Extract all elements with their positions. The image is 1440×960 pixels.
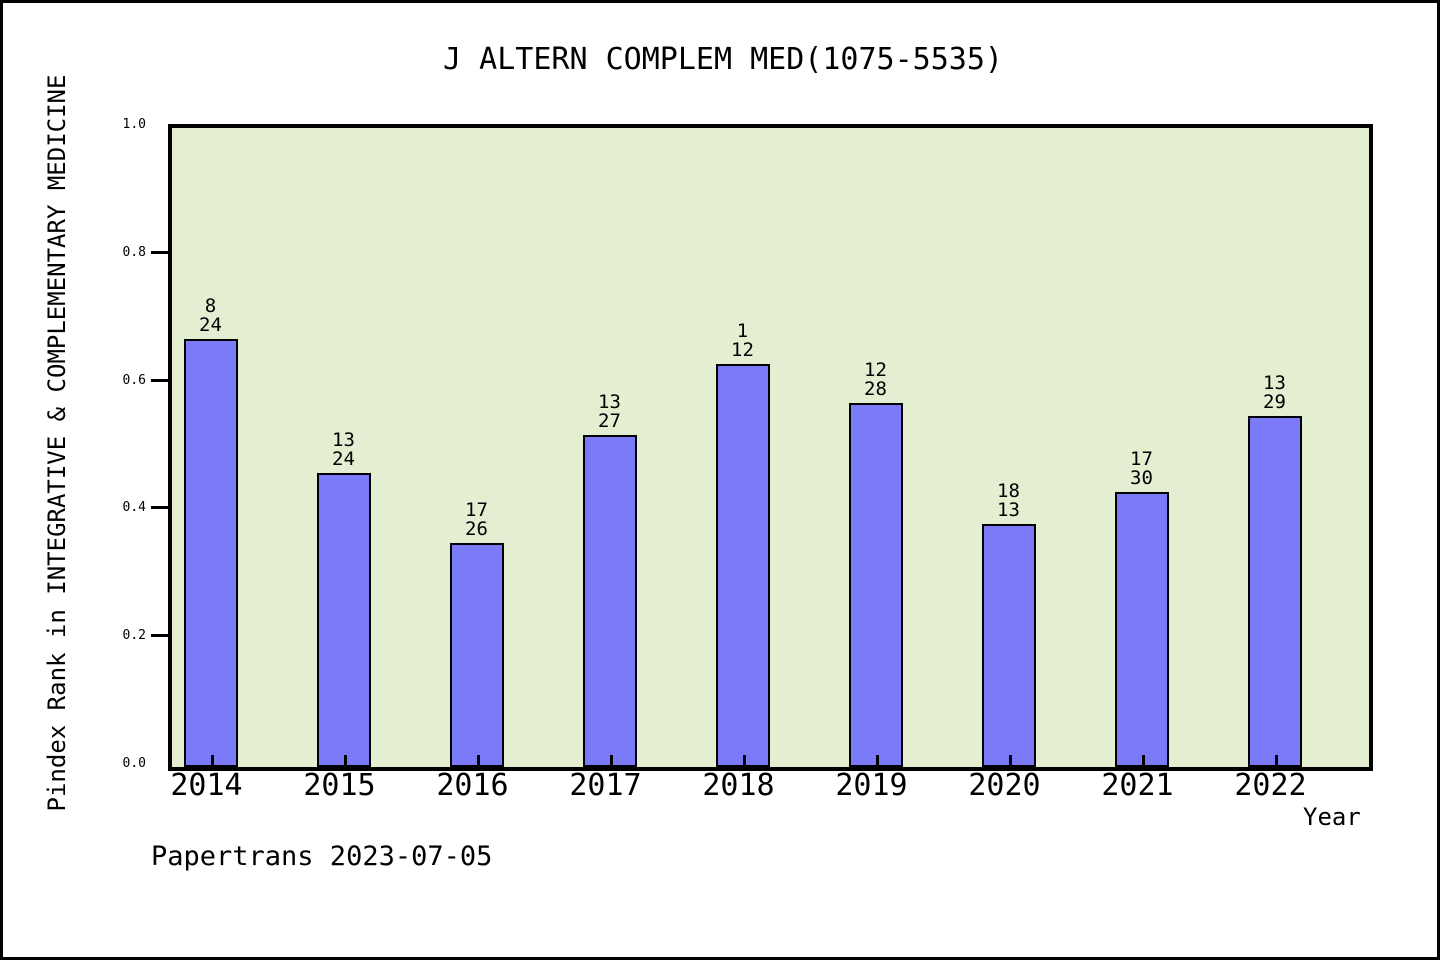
bar-label-denominator: 27 bbox=[598, 409, 621, 432]
page-title: J ALTERN COMPLEM MED(1075-5535) bbox=[443, 42, 1003, 77]
bar-label-denominator: 29 bbox=[1263, 390, 1286, 413]
x-axis-tick-label: 2016 bbox=[436, 768, 509, 803]
x-axis-tick-mark bbox=[1009, 755, 1012, 767]
x-axis-tick-label: 2021 bbox=[1101, 768, 1174, 803]
bar-label-denominator: 24 bbox=[332, 448, 355, 471]
bar-label-numerator: 17 bbox=[465, 499, 488, 522]
x-axis-tick-label: 2014 bbox=[170, 768, 243, 803]
y-axis-tick-mark bbox=[151, 378, 168, 382]
bar[interactable] bbox=[715, 364, 770, 767]
bar-label-denominator: 26 bbox=[465, 518, 488, 541]
bar-value-label: 17 26 bbox=[422, 501, 532, 539]
bar-value-label: 13 27 bbox=[555, 390, 665, 432]
bar[interactable] bbox=[1247, 415, 1302, 767]
bar[interactable] bbox=[981, 524, 1036, 767]
bar-label-numerator: 13 bbox=[1263, 371, 1286, 394]
x-axis-tick-mark bbox=[1275, 755, 1278, 767]
bar-value-label: 12 28 bbox=[821, 358, 931, 400]
bar[interactable] bbox=[1114, 492, 1169, 767]
plot-area: 8 24 13 24 17 26 13 27 1 12 12 28 18 13 17 30 13 29 bbox=[168, 124, 1373, 771]
y-axis-tick-mark bbox=[151, 634, 168, 638]
bar-label-numerator: 18 bbox=[997, 480, 1020, 503]
y-axis-tick-label: 0.0 bbox=[122, 756, 146, 771]
bar[interactable] bbox=[183, 338, 238, 767]
x-axis-tick-label: 2017 bbox=[569, 768, 642, 803]
x-axis-tick-label: 2015 bbox=[303, 768, 376, 803]
y-axis-tick-label: 0.6 bbox=[122, 372, 146, 388]
bar-value-label: 18 13 bbox=[954, 482, 1064, 520]
x-axis-tick-mark bbox=[211, 755, 214, 767]
bar[interactable] bbox=[316, 473, 371, 767]
x-axis-tick-label: 2022 bbox=[1234, 768, 1307, 803]
bar-label-numerator: 13 bbox=[332, 429, 355, 452]
bar[interactable] bbox=[848, 402, 903, 767]
y-axis-tick-mark bbox=[151, 506, 168, 510]
bar-label-numerator: 8 bbox=[204, 294, 217, 317]
bar-label-numerator: 12 bbox=[864, 358, 887, 381]
x-axis-tick-mark bbox=[876, 755, 879, 767]
bar-label-denominator: 13 bbox=[997, 499, 1020, 522]
bar-label-denominator: 30 bbox=[1130, 467, 1153, 490]
bar-label-denominator: 12 bbox=[731, 339, 754, 362]
bar-label-numerator: 17 bbox=[1130, 448, 1153, 471]
bar[interactable] bbox=[582, 434, 637, 767]
bar-label-numerator: 1 bbox=[736, 320, 749, 343]
x-axis-tick-mark bbox=[344, 755, 347, 767]
bar-label-numerator: 13 bbox=[598, 390, 621, 413]
bar-value-label: 8 24 bbox=[156, 294, 266, 336]
x-axis-label: Year bbox=[1303, 803, 1361, 831]
y-axis-tick-mark bbox=[151, 250, 168, 254]
y-axis-tick-label: 0.2 bbox=[122, 628, 146, 644]
x-axis-tick-mark bbox=[610, 755, 613, 767]
bar-label-denominator: 24 bbox=[199, 313, 222, 336]
y-axis-tick-label: 1.0 bbox=[122, 117, 146, 132]
y-axis-tick-label: 0.4 bbox=[122, 500, 146, 516]
y-axis-ticks: 1.0 0.8 0.6 0.4 0.2 0.0 bbox=[3, 117, 168, 771]
bar-value-label: 17 30 bbox=[1087, 450, 1197, 488]
x-axis-tick-label: 2018 bbox=[702, 768, 775, 803]
bar-label-denominator: 28 bbox=[864, 377, 887, 400]
x-axis-tick-label: 2019 bbox=[835, 768, 908, 803]
bar[interactable] bbox=[449, 543, 504, 767]
y-axis-tick-label: 0.8 bbox=[122, 244, 146, 260]
bar-value-label: 13 29 bbox=[1220, 371, 1330, 413]
bar-value-label: 13 24 bbox=[289, 431, 399, 469]
x-axis-tick-label: 2020 bbox=[968, 768, 1041, 803]
bar-value-label: 1 12 bbox=[688, 322, 798, 360]
footer-note: Papertrans 2023-07-05 bbox=[151, 841, 493, 872]
x-axis-tick-mark bbox=[743, 755, 746, 767]
x-axis-tick-mark bbox=[477, 755, 480, 767]
x-axis-tick-mark bbox=[1142, 755, 1145, 767]
